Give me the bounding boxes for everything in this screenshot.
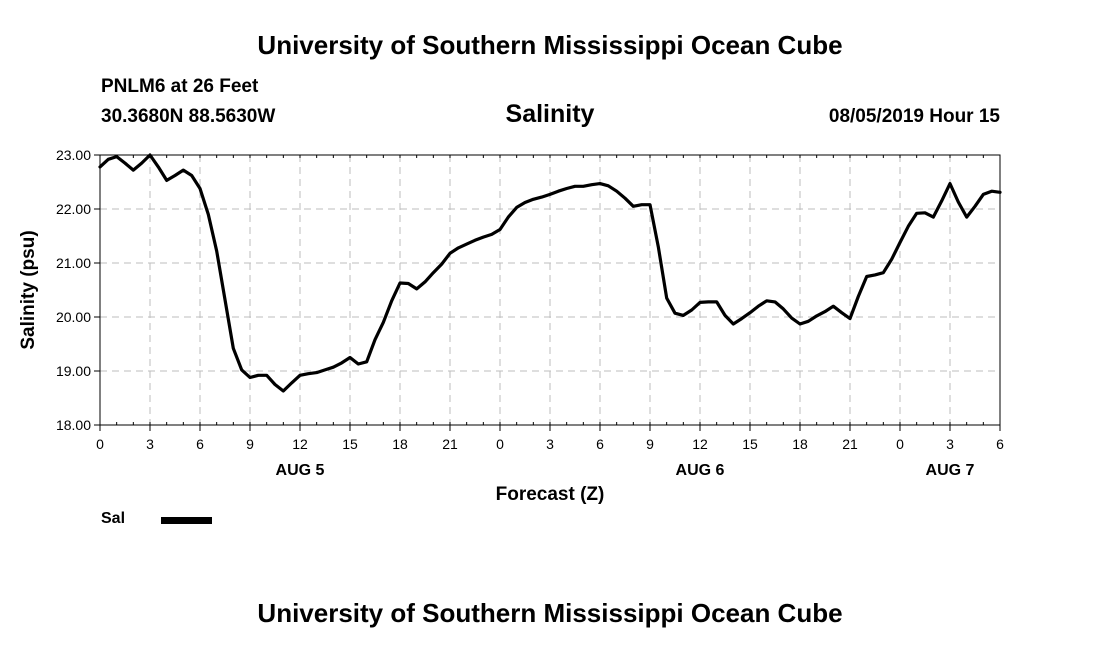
y-tick-label: 22.00	[56, 201, 91, 217]
station-label: PNLM6 at 26 Feet	[101, 76, 259, 97]
x-tick-label: 6	[196, 436, 204, 452]
series-line-sal	[98, 153, 1002, 393]
forecast-datetime: 08/05/2019 Hour 15	[828, 106, 1000, 127]
chart-header-title: University of Southern Mississippi Ocean…	[257, 30, 843, 60]
x-date-label: AUG 7	[926, 462, 975, 479]
y-tick-label: 19.00	[56, 363, 91, 379]
axes-layer	[94, 154, 1001, 431]
x-tick-label: 18	[392, 436, 408, 452]
x-tick-label: 21	[442, 436, 458, 452]
y-axis-label: Salinity (psu)	[18, 230, 39, 349]
x-tick-label: 18	[792, 436, 808, 452]
x-tick-label: 6	[996, 436, 1004, 452]
x-tick-label: 12	[292, 436, 308, 452]
labels-layer: 18.00 19.00 20.00 21.00 22.00 23.00 0 3 6 9 12 15 18…	[18, 147, 1004, 505]
x-date-label: AUG 5	[276, 462, 325, 479]
x-tick-label: 15	[342, 436, 358, 452]
x-tick-label: 0	[96, 436, 104, 452]
x-date-label: AUG 6	[676, 462, 725, 479]
x-tick-label: 3	[146, 436, 154, 452]
x-tick-label: 9	[646, 436, 654, 452]
x-tick-label: 9	[246, 436, 254, 452]
x-tick-label: 3	[946, 436, 954, 452]
chart-title: Salinity	[505, 100, 595, 128]
plot-frame	[99, 154, 1001, 426]
y-tick-label: 20.00	[56, 309, 91, 325]
y-tick-label: 18.00	[56, 417, 91, 433]
y-tick-label: 21.00	[56, 255, 91, 271]
legend-label: Sal	[101, 510, 126, 527]
x-tick-label: 21	[842, 436, 858, 452]
series-layer	[98, 153, 1002, 393]
x-tick-label: 12	[692, 436, 708, 452]
x-tick-label: 0	[896, 436, 904, 452]
x-tick-label: 6	[596, 436, 604, 452]
x-tick-label: 0	[496, 436, 504, 452]
y-tick-label: 23.00	[56, 147, 91, 163]
x-tick-label: 15	[742, 436, 758, 452]
x-axis-label: Forecast (Z)	[496, 484, 605, 505]
legend-swatch	[161, 517, 212, 524]
chart-footer-title: University of Southern Mississippi Ocean…	[257, 598, 843, 628]
station-coordinates: 30.3680N 88.5630W	[101, 106, 276, 127]
x-tick-label: 3	[546, 436, 554, 452]
